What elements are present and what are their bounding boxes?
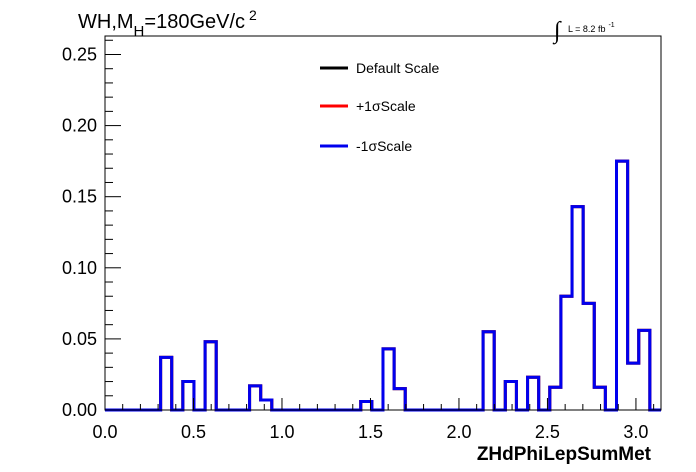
y-tick-label: 0.15 <box>62 187 97 207</box>
x-tick-label: 3.0 <box>623 422 648 442</box>
series-line-3 <box>105 159 661 412</box>
title-rest: =180GeV/c <box>144 11 245 33</box>
y-tick-label: 0.20 <box>62 116 97 136</box>
luminosity-label: L = 8.2 fb -1 <box>568 22 615 34</box>
legend: Default Scale +1σScale -1σScale <box>320 60 439 154</box>
x-tick-label: 1.0 <box>269 422 294 442</box>
y-tick-label: 0.10 <box>62 258 97 278</box>
title-main: WH,M <box>78 11 134 33</box>
y-axis-tick-labels: 0.00 0.05 0.10 0.15 0.20 0.25 <box>62 44 97 420</box>
x-tick-label: 2.0 <box>446 422 471 442</box>
luminosity-text: L = 8.2 fb <box>568 24 605 34</box>
plot-frame <box>104 35 662 411</box>
legend-entry-1: Default Scale <box>356 60 439 76</box>
y-tick-label: 0.25 <box>62 44 97 64</box>
x-tick-label: 1.5 <box>358 422 383 442</box>
legend-entry-2: +1σScale <box>356 98 416 114</box>
histogram-series-group <box>105 159 661 412</box>
legend-entry-3: -1σScale <box>356 138 412 154</box>
title-superscript: 2 <box>249 7 257 23</box>
x-axis-ticks <box>104 398 655 410</box>
x-tick-label: 2.5 <box>535 422 560 442</box>
luminosity-integral-sign: ∫ <box>552 18 562 45</box>
x-tick-label: 0.0 <box>92 422 117 442</box>
x-axis-tick-labels: 0.0 0.5 1.0 1.5 2.0 2.5 3.0 <box>92 422 648 442</box>
luminosity-superscript: -1 <box>608 22 614 29</box>
y-tick-label: 0.05 <box>62 329 97 349</box>
x-tick-label: 0.5 <box>181 422 206 442</box>
y-axis-ticks <box>105 39 121 411</box>
y-tick-label: 0.00 <box>62 400 97 420</box>
chart-title: WH,MH=180GeV/c 2 <box>78 7 257 40</box>
title-subscript: H <box>134 23 145 40</box>
x-axis-label: ZHdPhiLepSumMet <box>477 444 652 465</box>
